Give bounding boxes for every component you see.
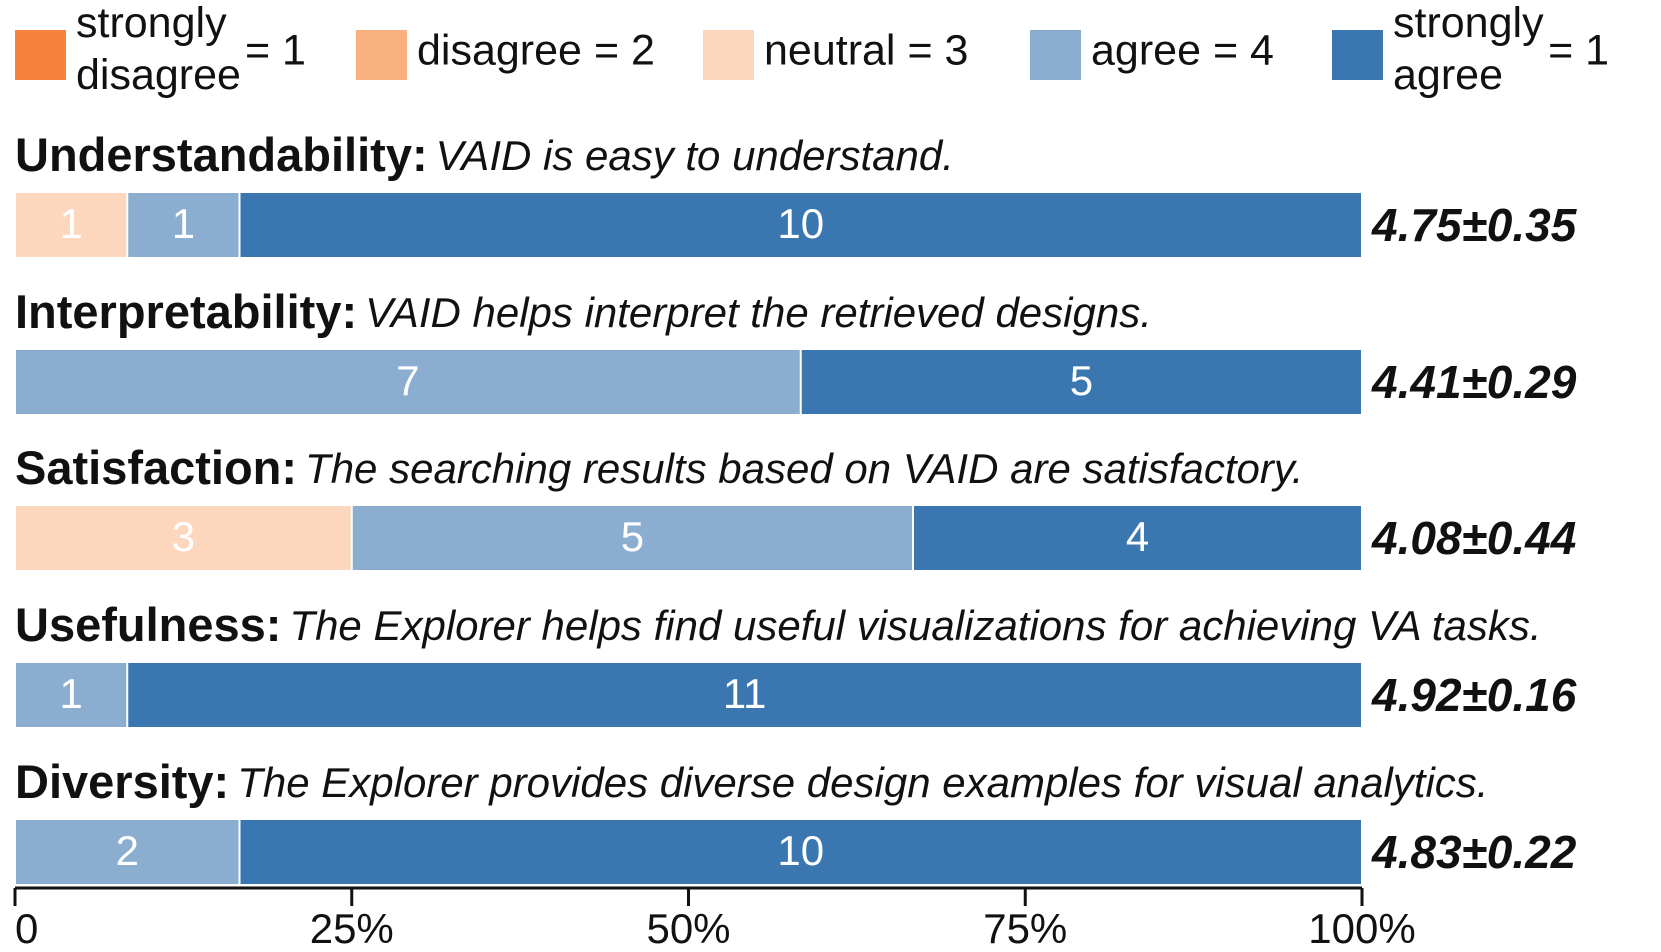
segment-label: 1 (59, 670, 82, 717)
row-title: Usefulness: The Explorer helps find usefu… (15, 598, 1542, 651)
question-text: The searching results based on VAID are … (305, 445, 1303, 492)
x-tick-label: 100% (1308, 905, 1415, 952)
bar-segment (16, 820, 239, 884)
row-title: Interpretability: VAID helps interpret th… (15, 285, 1152, 338)
bar-segment (240, 820, 1361, 884)
bar-segment (16, 350, 800, 414)
legend-suffix: = 1 (1548, 26, 1609, 74)
question-text: VAID is easy to understand. (436, 132, 954, 179)
legend-swatch (1332, 30, 1383, 80)
legend-swatch (1030, 30, 1081, 80)
segment-label: 3 (172, 513, 195, 560)
question-name: Understandability: (15, 128, 428, 181)
segment-label: 1 (59, 200, 82, 247)
segment-label: 2 (116, 827, 139, 874)
segment-label: 5 (1070, 357, 1093, 404)
bar-segment (352, 506, 912, 570)
question-text: The Explorer provides diverse design exa… (237, 759, 1488, 806)
legend-label: disagree (417, 26, 582, 74)
question-name: Satisfaction: (15, 441, 297, 494)
legend-swatch (15, 30, 66, 80)
segment-label: 4 (1126, 513, 1149, 560)
score: 4.75±0.35 (1371, 199, 1578, 251)
segment-label: 10 (777, 200, 824, 247)
score: 4.41±0.29 (1371, 356, 1577, 408)
row-title: Understandability: VAID is easy to unders… (15, 128, 954, 181)
segment-label: 11 (723, 670, 767, 717)
segment-label: 1 (172, 200, 195, 247)
legend-swatch (356, 30, 407, 80)
bar-segment (16, 663, 127, 727)
bar-segment (128, 193, 239, 257)
x-tick-label: 50% (646, 905, 730, 952)
legend-label: strongly agree (1393, 0, 1544, 99)
question-name: Interpretability: (15, 285, 357, 338)
bar-segment (128, 663, 1361, 727)
x-tick-label: 75% (983, 905, 1067, 952)
question-text: VAID helps interpret the retrieved desig… (365, 289, 1152, 336)
score: 4.92±0.16 (1371, 669, 1577, 721)
row-title: Satisfaction: The searching results based… (15, 441, 1303, 494)
row-title: Diversity: The Explorer provides diverse … (15, 755, 1488, 808)
legend-suffix: = 3 (907, 26, 968, 74)
bar-segment (914, 506, 1361, 570)
question-text: The Explorer helps find useful visualiza… (289, 602, 1541, 649)
score: 4.08±0.44 (1371, 512, 1576, 564)
bar-segment (16, 193, 127, 257)
bar-segment (240, 193, 1361, 257)
x-tick-label: 25% (310, 905, 394, 952)
question-name: Usefulness: (15, 598, 281, 651)
x-tick-label: 0 (15, 905, 38, 952)
legend-label: neutral (764, 26, 895, 74)
segment-label: 7 (396, 357, 419, 404)
bar-segment (801, 350, 1361, 414)
legend-suffix: = 2 (594, 26, 655, 74)
legend-swatch (703, 30, 754, 80)
score: 4.83±0.22 (1371, 826, 1577, 878)
segment-label: 5 (621, 513, 644, 560)
legend-suffix: = 4 (1213, 26, 1274, 74)
bar-segment (16, 506, 351, 570)
legend-label: agree (1091, 26, 1201, 74)
question-name: Diversity: (15, 755, 229, 808)
segment-label: 10 (777, 827, 824, 874)
legend-suffix: = 1 (245, 26, 306, 74)
legend-label: strongly disagree (76, 0, 241, 99)
